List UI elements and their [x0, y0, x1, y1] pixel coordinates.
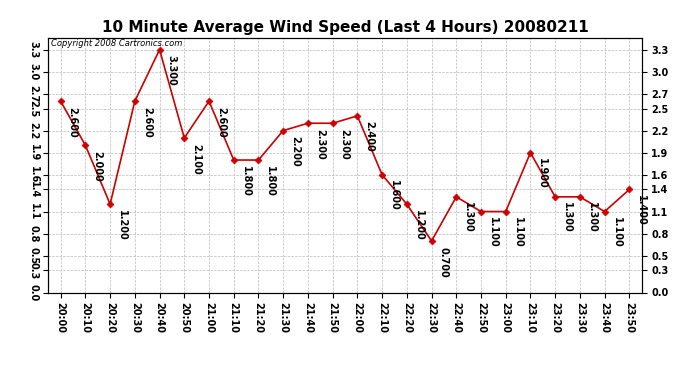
Text: 2.600: 2.600 [68, 107, 77, 138]
Text: 2.000: 2.000 [92, 151, 102, 182]
Text: 3.300: 3.300 [166, 55, 177, 86]
Text: 1.900: 1.900 [538, 158, 547, 189]
Text: 1.800: 1.800 [241, 166, 250, 196]
Text: 1.200: 1.200 [117, 210, 127, 240]
Text: 2.300: 2.300 [315, 129, 325, 159]
Text: 1.800: 1.800 [266, 166, 275, 196]
Text: 1.100: 1.100 [611, 217, 622, 248]
Text: 1.200: 1.200 [414, 210, 424, 240]
Text: Copyright 2008 Cartronics.com: Copyright 2008 Cartronics.com [51, 39, 183, 48]
Text: 2.600: 2.600 [141, 107, 152, 138]
Text: 2.600: 2.600 [216, 107, 226, 138]
Text: 2.300: 2.300 [339, 129, 350, 159]
Title: 10 Minute Average Wind Speed (Last 4 Hours) 20080211: 10 Minute Average Wind Speed (Last 4 Hou… [101, 20, 589, 35]
Text: 1.100: 1.100 [513, 217, 522, 248]
Text: 1.300: 1.300 [463, 202, 473, 233]
Text: 2.400: 2.400 [364, 122, 374, 152]
Text: 1.400: 1.400 [636, 195, 647, 226]
Text: 1.100: 1.100 [488, 217, 498, 248]
Text: 2.100: 2.100 [191, 144, 201, 174]
Text: 0.700: 0.700 [438, 246, 449, 277]
Text: 1.300: 1.300 [562, 202, 572, 233]
Text: 1.300: 1.300 [586, 202, 597, 233]
Text: 2.200: 2.200 [290, 136, 300, 167]
Text: 1.600: 1.600 [389, 180, 399, 211]
